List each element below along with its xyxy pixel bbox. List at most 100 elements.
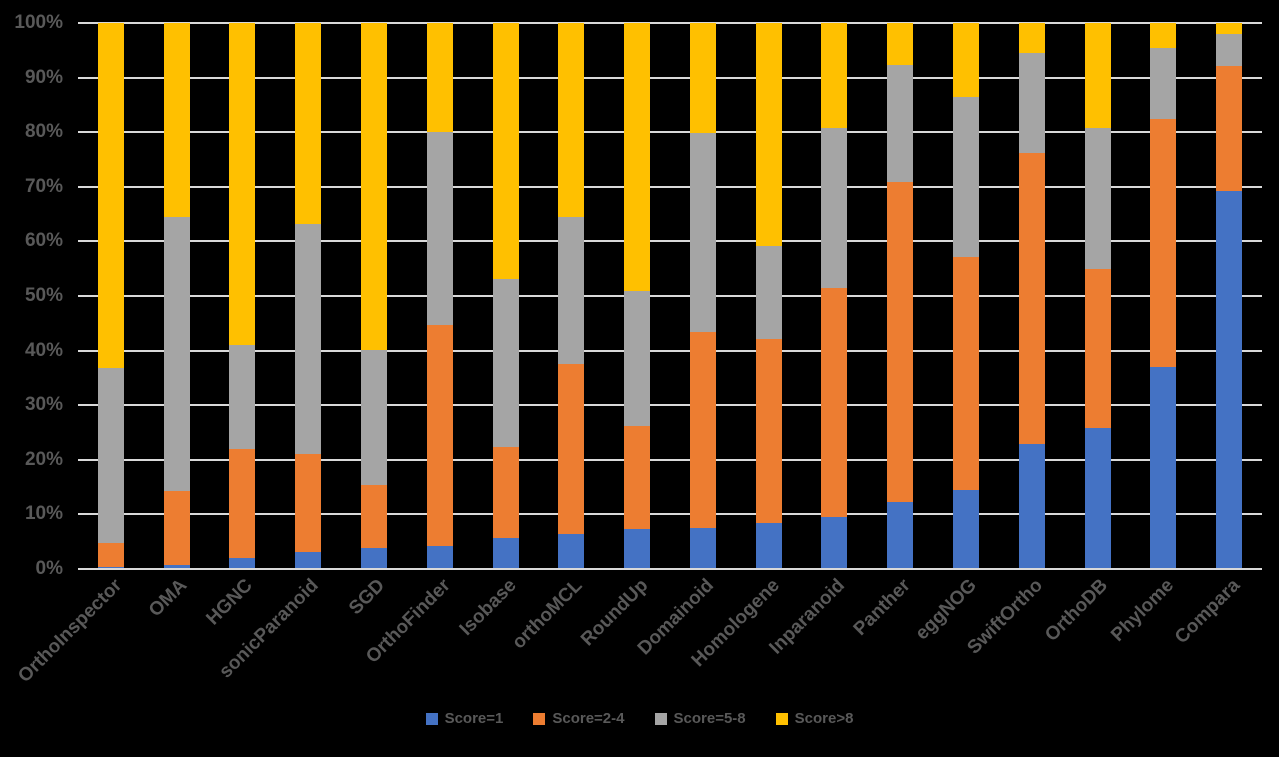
gridline <box>78 458 1262 461</box>
bar-segment-Score=2-4 <box>1018 152 1045 444</box>
bar-segment-Score=2-4 <box>689 332 716 528</box>
bar-segment-Score=1 <box>821 516 848 569</box>
bar-segment-Score>8 <box>426 23 453 133</box>
bar-segment-Score=1 <box>1084 427 1111 569</box>
bar-segment-Score=2-4 <box>558 364 585 534</box>
bar-segment-Score=5-8 <box>624 291 651 426</box>
x-axis-line <box>78 568 1262 570</box>
bar-segment-Score>8 <box>1018 23 1045 53</box>
bar-OrthoDB <box>1084 23 1111 569</box>
y-tick-label: 50% <box>24 285 63 306</box>
bar-segment-Score=2-4 <box>887 182 914 502</box>
legend-item-Score=2-4: Score=2-4 <box>533 710 625 727</box>
bar-segment-Score=1 <box>229 557 256 569</box>
y-tick-label: 40% <box>24 339 63 361</box>
bar-segment-Score=2-4 <box>361 484 387 548</box>
bar-segment-Score=1 <box>558 533 585 569</box>
bar-segment-Score=2-4 <box>821 288 848 517</box>
bar-RoundUp <box>624 23 651 569</box>
bar-segment-Score=2-4 <box>97 543 124 568</box>
bar-segment-Score>8 <box>755 23 782 247</box>
bar-segment-Score=5-8 <box>1018 52 1045 153</box>
bar-segment-Score=1 <box>624 528 651 569</box>
bar-segment-Score>8 <box>361 23 387 351</box>
bar-OMA <box>163 23 190 569</box>
bar-segment-Score=2-4 <box>755 339 782 523</box>
y-tick-label: 80% <box>24 121 63 143</box>
bar-segment-Score=5-8 <box>229 344 256 450</box>
bar-segment-Score=5-8 <box>426 132 453 325</box>
y-tick-label: 70% <box>24 175 63 197</box>
bar-segment-Score=2-4 <box>163 491 190 566</box>
legend: Score=1 Score=2-4 Score=5-8 Score>8 <box>0 710 1279 727</box>
x-category-label-text: Panther <box>850 575 916 640</box>
x-category-label-text: OMA <box>145 575 192 622</box>
y-tick-label: 20% <box>24 448 63 470</box>
legend-label: Score=5-8 <box>673 710 746 727</box>
legend-label: Score>8 <box>794 710 854 727</box>
bar-segment-Score=2-4 <box>624 425 651 529</box>
gridline <box>78 349 1262 352</box>
x-category-label-text: OrthoInspector <box>13 575 126 687</box>
bar-eggNOG <box>953 23 979 569</box>
bar-segment-Score=1 <box>1216 191 1243 569</box>
bar-Compara <box>1216 23 1243 569</box>
bar-segment-Score=2-4 <box>426 324 453 547</box>
bar-Isobase <box>492 23 519 569</box>
bar-Domainoid <box>689 23 716 569</box>
x-category-label-text: Isobase <box>455 575 521 640</box>
y-axis: 0% 10% 20% 30% 40% 50% 60% 70% 80% 90% 100% <box>0 12 70 579</box>
bar-segment-Score=5-8 <box>492 279 519 447</box>
x-category-label-text: OrthoDB <box>1041 575 1113 646</box>
bar-segment-Score=2-4 <box>229 449 256 558</box>
bar-segment-Score=5-8 <box>755 246 782 340</box>
bar-OrthoInspector <box>97 23 124 569</box>
x-category-label-text: Phylome <box>1107 575 1179 646</box>
bar-segment-Score=2-4 <box>1150 119 1177 367</box>
bar-segment-Score>8 <box>821 23 848 129</box>
bar-segment-Score>8 <box>558 23 585 218</box>
bar-segment-Score=5-8 <box>689 133 716 333</box>
bar-segment-Score=1 <box>426 546 453 569</box>
legend-item-Score=5-8: Score=5-8 <box>654 710 746 727</box>
bar-segment-Score=1 <box>361 547 387 569</box>
legend-swatch-icon <box>775 712 788 725</box>
bar-segment-Score=5-8 <box>821 128 848 289</box>
y-tick-label: 60% <box>24 230 63 252</box>
legend-item-Score>8: Score>8 <box>775 710 854 727</box>
x-category-label-text: Compara <box>1170 575 1244 649</box>
gridline <box>78 240 1262 243</box>
bar-segment-Score=1 <box>755 522 782 569</box>
bar-segment-Score>8 <box>1150 23 1177 48</box>
bar-segment-Score=2-4 <box>492 446 519 538</box>
bar-segment-Score=5-8 <box>1216 34 1243 66</box>
bar-Phylome <box>1150 23 1177 569</box>
y-tick-label: 10% <box>24 503 63 525</box>
bar-segment-Score=1 <box>953 489 979 569</box>
bar-segment-Score=5-8 <box>887 64 914 183</box>
bar-segment-Score>8 <box>163 23 190 218</box>
bar-SwiftOrtho <box>1018 23 1045 569</box>
bar-HGNC <box>229 23 256 569</box>
gridline <box>78 22 1262 24</box>
bar-segment-Score>8 <box>295 23 322 224</box>
bar-orthoMCL <box>558 23 585 569</box>
legend-item-Score=1: Score=1 <box>425 710 503 727</box>
legend-swatch-icon <box>425 712 438 725</box>
bar-segment-Score=2-4 <box>953 257 979 490</box>
bar-segment-Score>8 <box>689 23 716 134</box>
y-tick-label: 0% <box>35 558 63 579</box>
bar-segment-Score=2-4 <box>1084 269 1111 428</box>
gridline <box>78 404 1262 407</box>
legend-swatch-icon <box>533 712 546 725</box>
bar-segment-Score=5-8 <box>361 350 387 485</box>
bar-segment-Score=5-8 <box>163 217 190 492</box>
bar-segment-Score>8 <box>229 23 256 345</box>
bar-segment-Score=1 <box>163 565 190 569</box>
bar-segment-Score=5-8 <box>558 217 585 365</box>
y-tick-label: 30% <box>24 394 63 416</box>
bar-segment-Score>8 <box>887 23 914 65</box>
bar-segment-Score=5-8 <box>953 97 979 258</box>
gridline <box>78 131 1262 134</box>
